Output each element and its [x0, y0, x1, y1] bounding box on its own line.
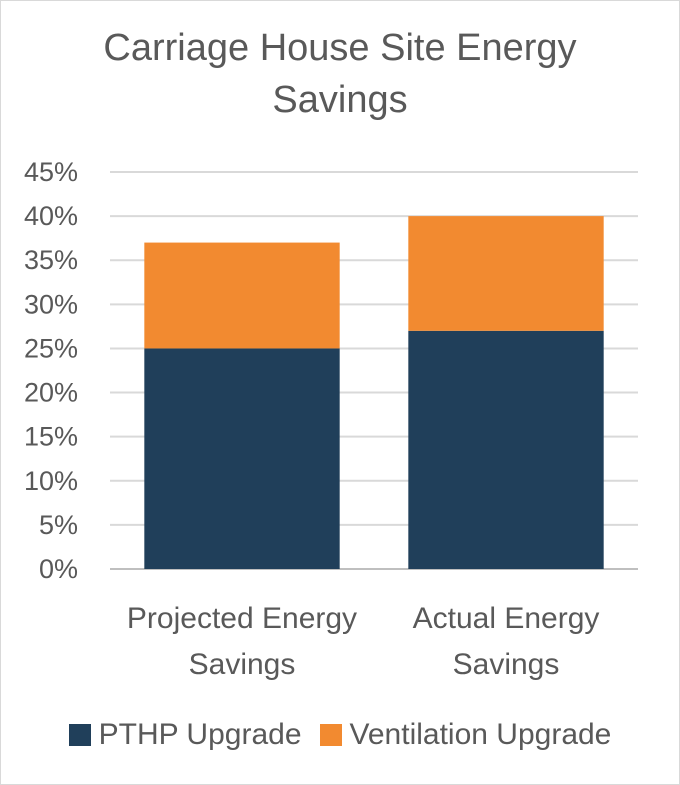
- y-tick-label: 25%: [24, 333, 78, 363]
- chart-title: Carriage House Site Energy Savings: [103, 27, 577, 121]
- x-category-label: Actual Energy Savings: [413, 602, 600, 681]
- legend-label-pthp: PTHP Upgrade: [98, 718, 302, 751]
- y-tick-label: 35%: [24, 245, 78, 275]
- bar-ventilation-projected: [144, 242, 340, 349]
- legend-item-pthp: PTHP Upgrade: [68, 718, 302, 752]
- legend-swatch-ventilation: [319, 724, 342, 746]
- y-tick-label: 5%: [39, 510, 78, 540]
- y-tick-label: 45%: [24, 157, 78, 187]
- y-tick-label: 20%: [24, 378, 78, 408]
- legend-label-ventilation: Ventilation Upgrade: [349, 718, 612, 751]
- y-tick-label: 10%: [24, 466, 78, 496]
- bar-pthp-actual: [408, 330, 604, 569]
- legend-item-ventilation: Ventilation Upgrade: [319, 718, 612, 752]
- y-tick-label: 40%: [24, 201, 78, 231]
- chart-legend: PTHP Upgrade Ventilation Upgrade: [0, 718, 680, 752]
- bar-ventilation-actual: [408, 216, 604, 331]
- legend-swatch-pthp: [68, 724, 91, 746]
- x-category-label: Projected Energy Savings: [127, 602, 357, 681]
- y-tick-label: 30%: [24, 289, 78, 319]
- y-tick-label: 0%: [39, 554, 78, 584]
- y-tick-label: 15%: [24, 422, 78, 452]
- bar-pthp-projected: [144, 348, 340, 569]
